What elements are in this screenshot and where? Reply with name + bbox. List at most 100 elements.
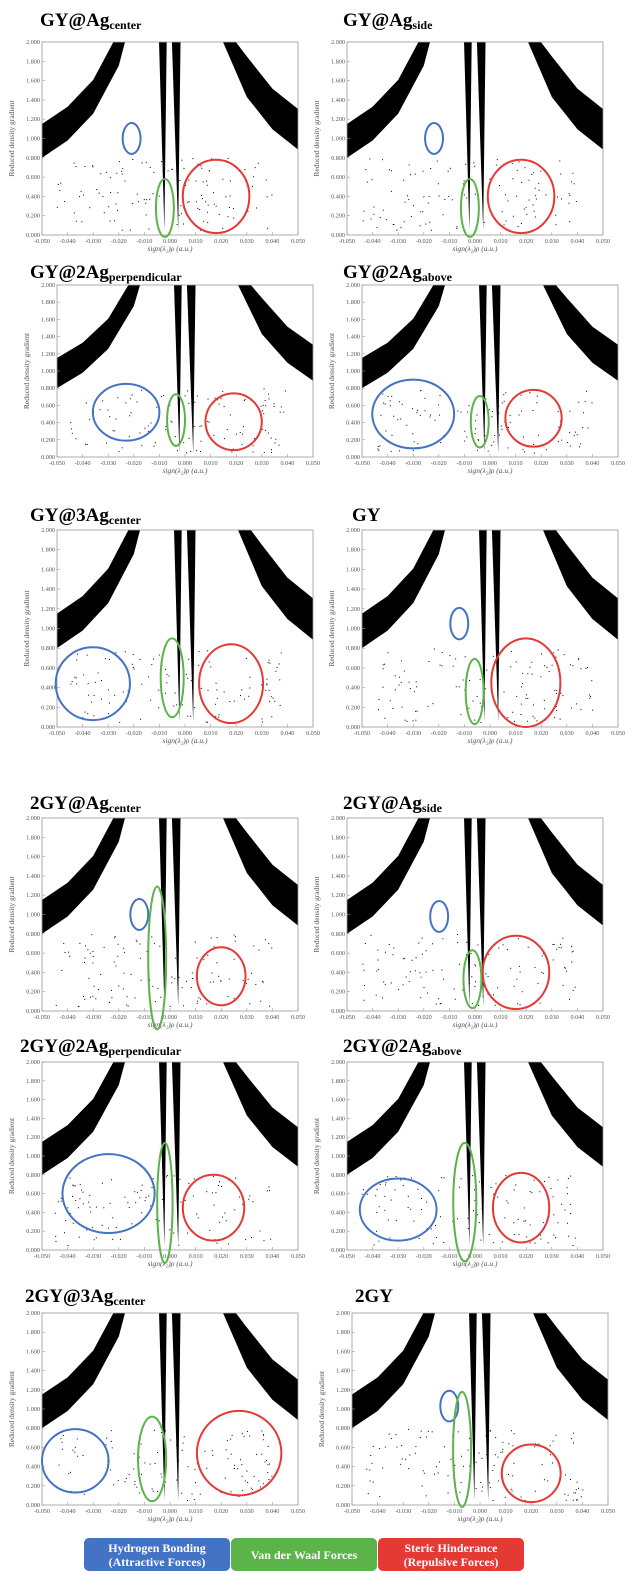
rdg-point [520,703,522,705]
x-tick-label: -0.020 [111,1508,127,1515]
rdg-point [502,1451,504,1453]
y-tick-label: 1.000 [331,912,345,919]
rdg-point [560,173,562,175]
rdg-point-cloud [42,818,298,1008]
rdg-point [153,943,155,945]
rdg-point [252,445,254,447]
x-tick-label: 0.030 [550,1508,564,1515]
rdg-point [197,1000,199,1002]
rdg-point [565,1499,567,1501]
rdg-point [485,1454,487,1456]
rdg-point [555,224,557,226]
rdg-point [529,1224,531,1226]
rdg-point [178,1460,180,1462]
rdg-point [268,1478,270,1480]
x-tick-label: 0.050 [291,238,305,245]
rdg-point [533,443,535,445]
rdg-point [483,938,485,940]
y-tick-label: 1.400 [331,1115,345,1122]
x-tick-label: 0.030 [240,238,254,245]
rdg-point [528,179,530,181]
rdg-point [225,1220,227,1222]
rdg-point [211,972,213,974]
rdg-point [161,1432,163,1434]
rdg-point [154,1462,156,1464]
y-tick-label: 1.600 [41,566,55,573]
x-axis-label: sign(λ₂)ρ (a.u.) [452,244,498,253]
rdg-point [533,1179,535,1181]
rdg-point [241,1433,243,1435]
rdg-point [440,1216,442,1218]
rdg-point [173,1232,175,1234]
rdg-point [92,962,94,964]
y-tick-label: 0.800 [336,1425,350,1432]
rdg-point [558,426,560,428]
y-tick-label: 0.200 [26,989,40,996]
rdg-point [69,1213,71,1215]
rdg-point [476,414,478,416]
rdg-point [269,700,271,702]
rdg-point [121,173,123,175]
rdg-point [242,1203,244,1205]
rdg-point [473,162,475,164]
rdg-point [377,445,379,447]
steric-hinderance-ellipse [500,1443,562,1504]
rdg-point [580,708,582,710]
rdg-point [463,180,465,182]
rdg-point [210,158,212,160]
rdg-point [139,943,141,945]
rdg-point [503,691,505,693]
x-tick-label: -0.020 [421,1508,437,1515]
steric-hinderance-ellipse [204,392,263,452]
x-tick-label: -0.050 [34,1014,50,1021]
rdg-point [108,206,110,208]
rdg-point [229,195,231,197]
rdg-point [201,194,203,196]
rdg-point [279,411,281,413]
rdg-point [512,1445,514,1447]
rdg-point [571,946,573,948]
x-tick-label: 0.030 [255,730,269,737]
rdg-point [427,705,429,707]
rdg-point [134,1480,136,1482]
rdg-point [209,1229,211,1231]
rdg-point [474,193,476,195]
rdg-point [534,967,536,969]
rdg-point [518,965,520,967]
rdg-point [166,674,168,676]
rdg-point [453,988,455,990]
rdg-point [373,206,375,208]
panel-title-main: GY@2Ag [343,262,422,283]
rdg-point [136,401,138,403]
rdg-point [474,981,476,983]
rdg-point [68,1472,70,1474]
rdg-point [247,210,249,212]
rdg-point [586,390,588,392]
x-tick-label: -0.040 [60,1014,76,1021]
rdg-point [421,1485,423,1487]
rdg-point [488,1233,490,1235]
y-tick-label: 0.600 [26,1191,40,1198]
y-tick-label: 1.400 [346,334,360,341]
x-tick-label: 0.010 [509,460,523,467]
rdg-point [228,207,230,209]
rdg-point [412,449,414,451]
rdg-point [475,428,477,430]
y-tick-label: 1.000 [346,368,360,375]
rdg-point [102,400,104,402]
rdg-point [376,1230,378,1232]
rdg-point [117,1480,119,1482]
rdg-point [212,1454,214,1456]
rdg-point [190,680,192,682]
rdg-point [234,1209,236,1211]
rdg-point [394,675,396,677]
rdg-point [124,1481,126,1483]
rdg-point [406,195,408,197]
rdg-point [91,1226,93,1228]
rdg-point [390,1199,392,1201]
rdg-point [521,686,523,688]
rdg-point [384,717,386,719]
rdg-point [390,451,392,453]
rdg-point [544,1180,546,1182]
